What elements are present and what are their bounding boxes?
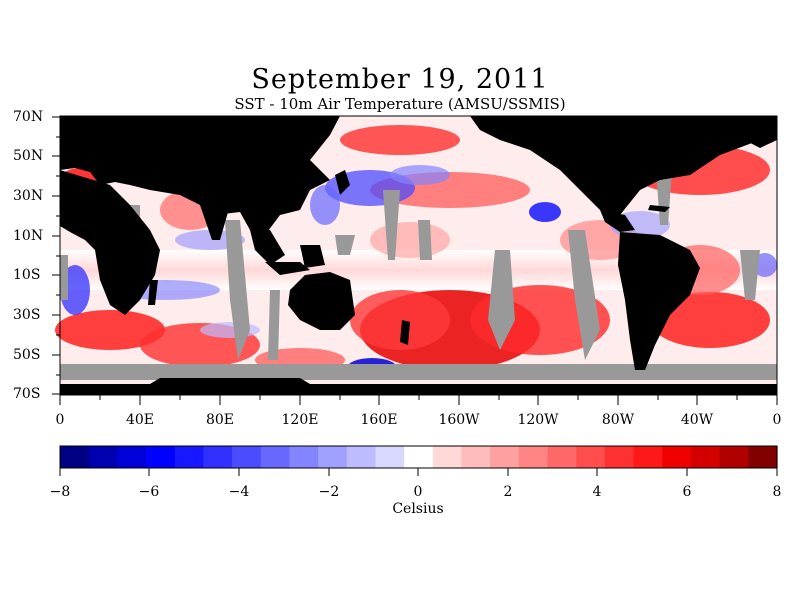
lat-label-30s: 30S [13,307,41,323]
lat-label-30n: 30N [13,188,44,204]
colorbar-cell [461,446,491,468]
lat-label-50s: 50S [13,347,41,363]
colorbar-cell [318,446,348,468]
colorbar-cell [146,446,176,468]
colorbar-cell [633,446,663,468]
colorbar-cell [260,446,291,468]
lon-label-120e: 120E [281,412,319,428]
lat-label-50n: 50N [13,148,44,164]
colorbar-ticks [59,468,778,476]
colorbar-cell [88,446,118,468]
colorbar-cell [490,446,520,468]
colorbar-cell [547,446,577,468]
lat-label-70s: 70S [13,386,41,402]
colorbar-cell [375,446,405,468]
lon-label-80w: 80W [601,412,635,428]
colorbar-cell [518,446,549,468]
lat-ticks [52,116,60,395]
colorbar-cell [174,446,204,468]
colorbar-cell [604,446,635,468]
lon-label-40w: 40W [680,412,714,428]
colorbar-cell [576,446,606,468]
colorbar-cell [232,446,262,468]
lon-ticks [59,395,778,405]
land-masses [60,116,777,395]
lon-label-0-east: 0 [772,412,782,428]
colorbar-label-2: 2 [503,484,513,500]
colorbar-label-minus4: −4 [228,484,250,500]
colorbar-cell [432,446,463,468]
colorbar-cell [289,446,319,468]
colorbar-label-6: 6 [682,484,692,500]
lat-label-70n: 70N [13,109,44,125]
colorbar-label-minus8: −8 [49,484,71,500]
lon-label-0: 0 [55,412,65,428]
lat-label-10s: 10S [13,267,41,283]
lon-label-120w: 120W [517,412,559,428]
colorbar-cell [690,446,721,468]
lon-label-160e: 160E [360,412,398,428]
colorbar-cell [748,446,778,468]
colorbar-label-minus6: −6 [138,484,160,500]
colorbar [60,446,778,468]
colorbar-cell [117,446,147,468]
colorbar-cell [60,446,90,468]
colorbar-cell [346,446,377,468]
map-subtitle: SST - 10m Air Temperature (AMSU/SSMIS) [234,95,566,113]
missing-data-swaths [60,170,777,380]
colorbar-label-4: 4 [592,484,602,500]
colorbar-label-0: 0 [413,484,423,500]
colorbar-cell [404,446,434,468]
lon-label-80e: 80E [205,412,235,428]
lon-label-160w: 160W [438,412,480,428]
colorbar-cell [203,446,233,468]
colorbar-label-8: 8 [772,484,782,500]
colorbar-unit-label: Celsius [392,501,444,517]
colorbar-label-minus2: −2 [318,484,340,500]
lon-label-40e: 40E [125,412,155,428]
colorbar-cell [662,446,692,468]
map-title: September 19, 2011 [251,64,549,95]
lat-label-10n: 10N [13,228,44,244]
colorbar-cell [719,446,749,468]
